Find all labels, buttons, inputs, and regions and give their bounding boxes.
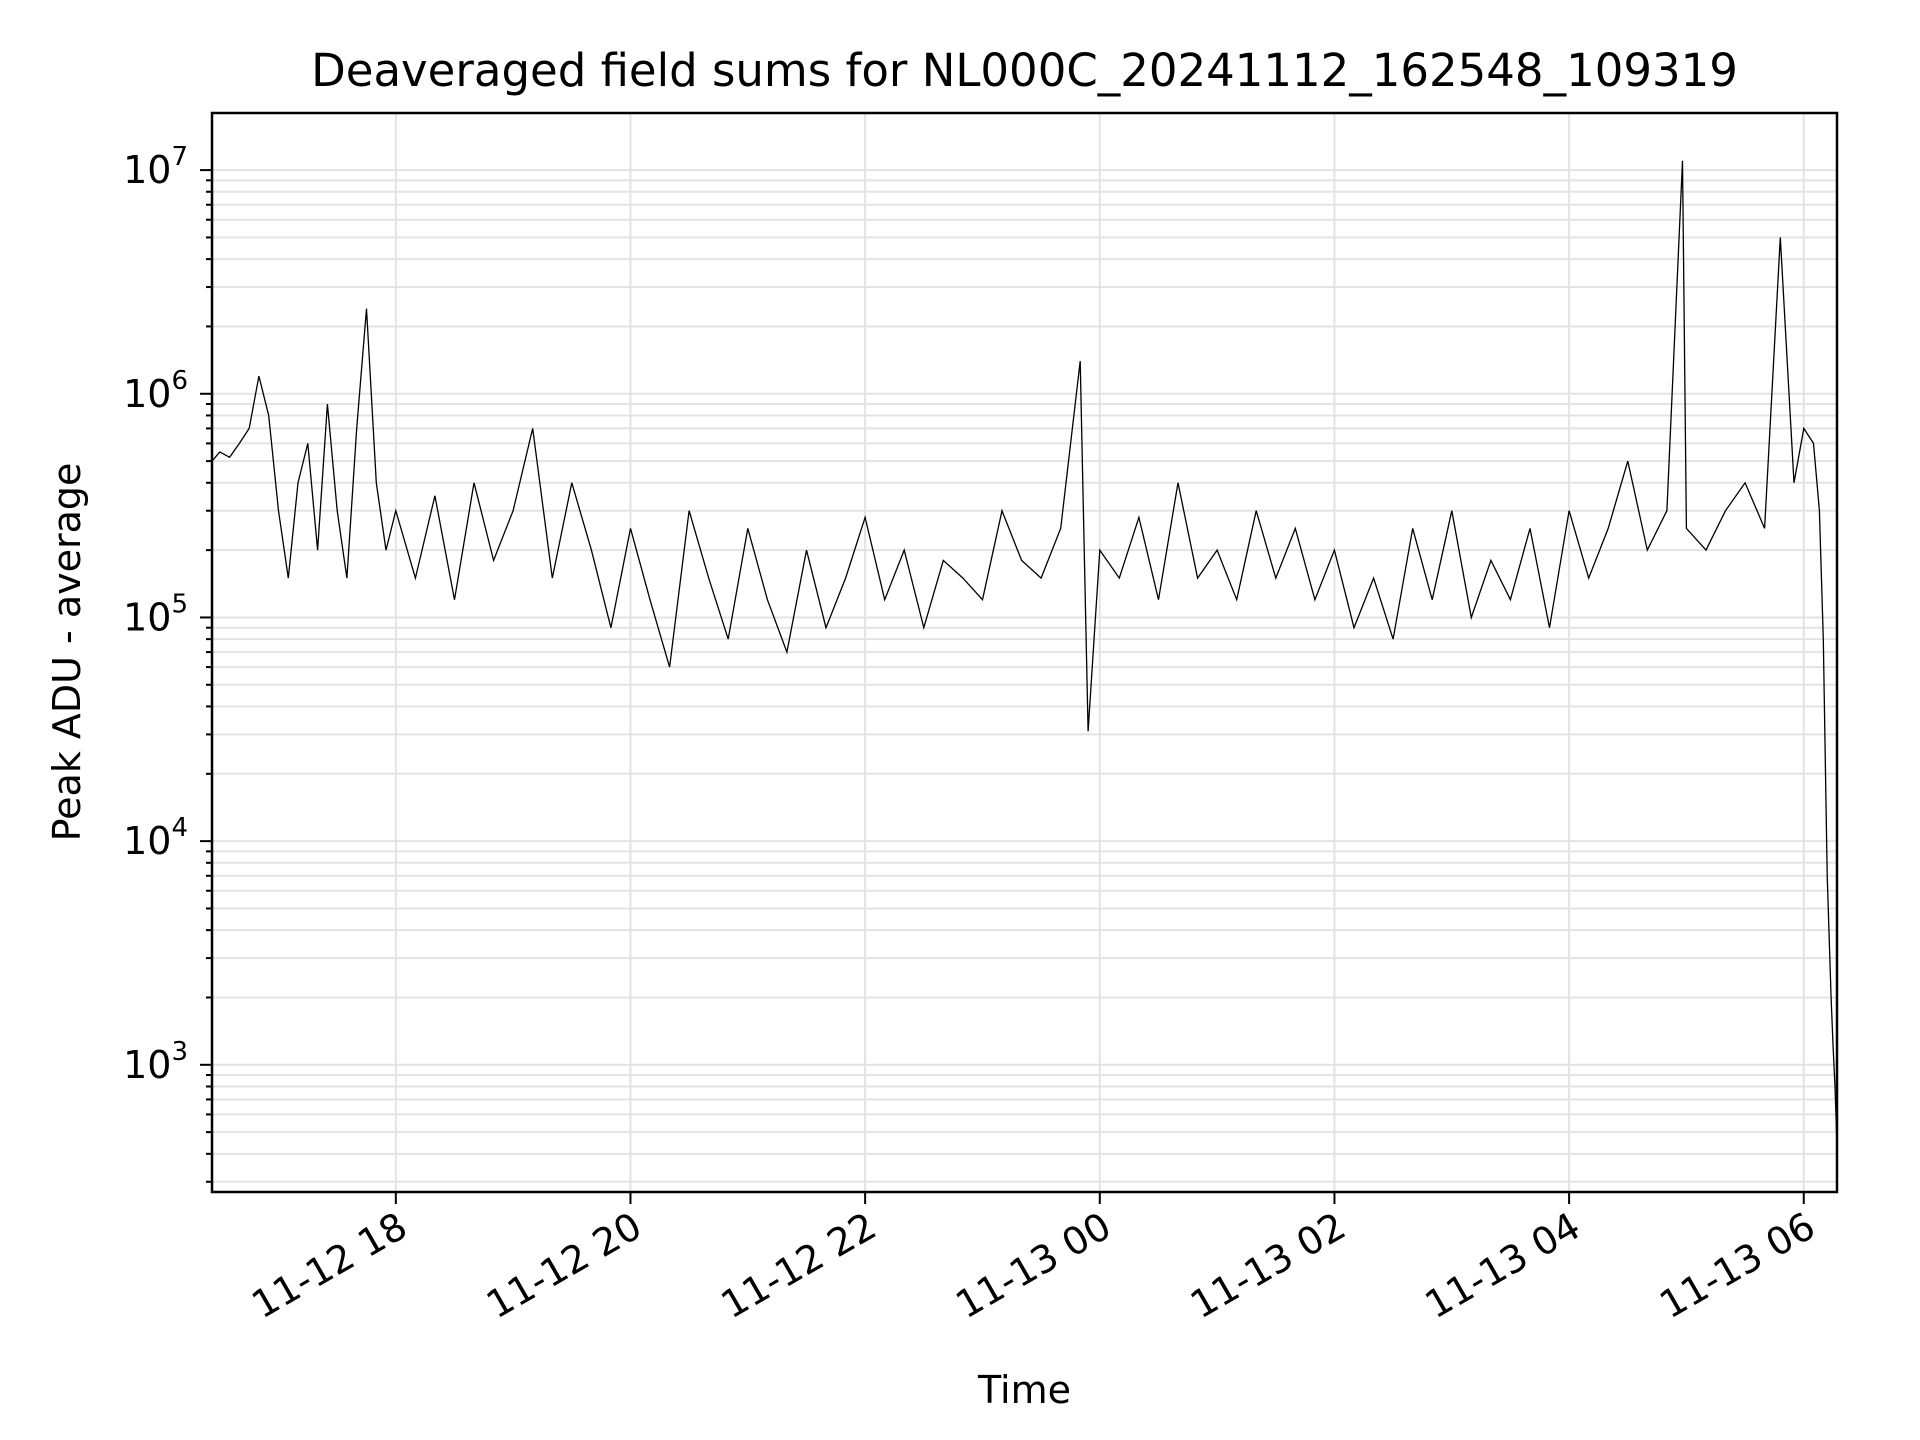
x-axis-label: Time — [977, 1368, 1071, 1412]
y-tick-label: 106 — [123, 366, 188, 416]
x-tick-label: 11-12 20 — [479, 1204, 649, 1328]
x-tick-label: 11-13 02 — [1183, 1204, 1353, 1328]
grid — [212, 113, 1837, 1192]
y-tick-label: 103 — [123, 1037, 188, 1087]
x-tick-label: 11-13 00 — [948, 1204, 1118, 1328]
y-tick-label: 105 — [123, 589, 188, 639]
y-tick-label: 107 — [123, 142, 188, 192]
x-tick-label: 11-12 18 — [244, 1204, 414, 1328]
x-tick-label: 11-12 22 — [714, 1204, 884, 1328]
chart-title: Deaveraged field sums for NL000C_2024111… — [311, 44, 1738, 97]
y-axis-label: Peak ADU - average — [45, 463, 89, 842]
series-line — [211, 160, 1838, 1147]
x-tick-label: 11-13 04 — [1418, 1204, 1588, 1328]
x-tick-label: 11-13 06 — [1652, 1204, 1822, 1328]
y-tick-label: 104 — [123, 813, 188, 863]
